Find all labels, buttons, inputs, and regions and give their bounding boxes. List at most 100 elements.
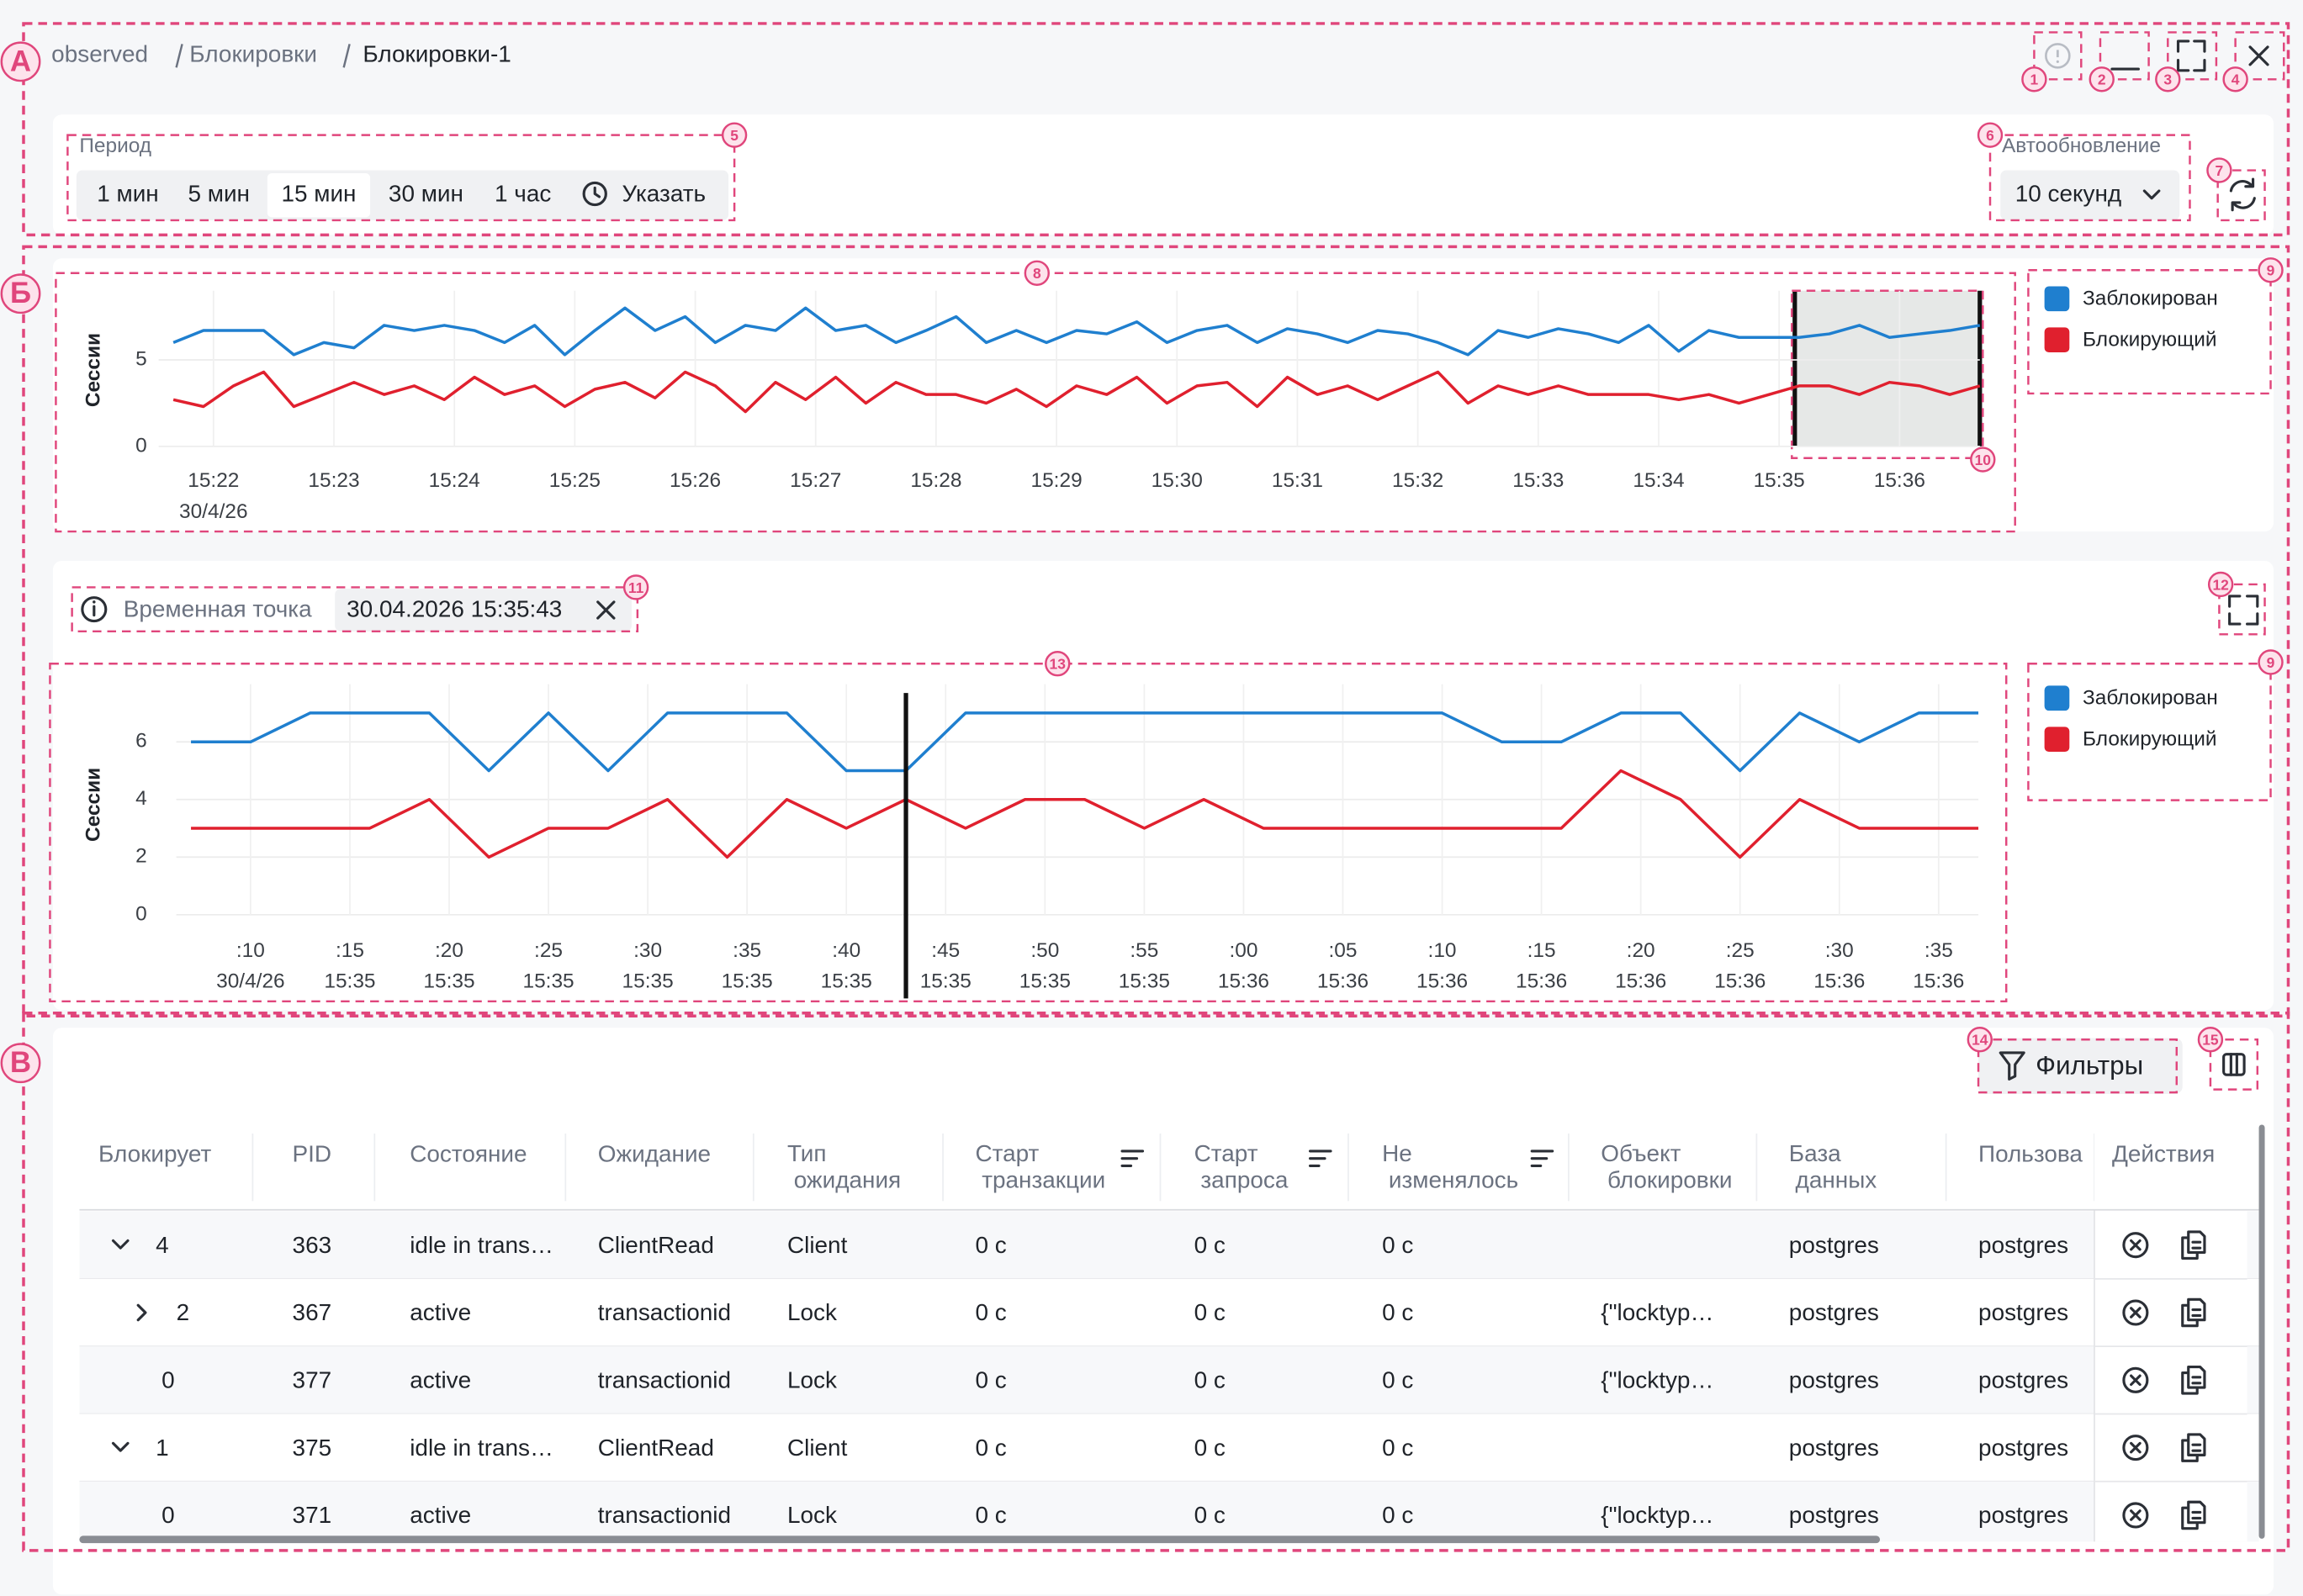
- breadcrumb[interactable]: Блокировки: [189, 41, 317, 67]
- x-tick-sublabel: 15:36: [1913, 970, 1964, 993]
- column-header[interactable]: Блокирует: [98, 1141, 211, 1167]
- x-tick-label: 15:30: [1152, 469, 1203, 492]
- refresh-button[interactable]: [2219, 170, 2267, 220]
- x-tick-label: 15:35: [1754, 469, 1805, 492]
- cancel-icon[interactable]: [2130, 1239, 2142, 1251]
- x-tick-label: 15:36: [1874, 469, 1925, 492]
- copy-icon[interactable]: [2181, 1366, 2206, 1395]
- expand-chevron[interactable]: [136, 1303, 147, 1322]
- annotation-label: 8: [1033, 265, 1041, 282]
- close-button[interactable]: [2248, 45, 2269, 66]
- annotation-marker: [2207, 571, 2234, 598]
- x-tick-sublabel: 15:35: [722, 970, 773, 993]
- legend-label: Блокирующий: [2083, 727, 2217, 750]
- copy-icon[interactable]: [2181, 1500, 2206, 1530]
- annotation-marker: [0, 273, 41, 314]
- x-tick-label: 15:29: [1031, 469, 1083, 492]
- x-tick-sublabel: 15:35: [920, 970, 971, 993]
- period-option[interactable]: 30 мин: [389, 181, 463, 207]
- expand-chevron[interactable]: [111, 1239, 130, 1250]
- table-cell: 1: [156, 1435, 169, 1461]
- columns-button[interactable]: [2222, 1053, 2246, 1076]
- column-header[interactable]: Старт транзакции: [975, 1141, 1105, 1193]
- table-cell: Lock: [787, 1502, 837, 1528]
- table-cell: 0 с: [1194, 1232, 1226, 1258]
- table-cell: idle in trans…: [410, 1232, 553, 1258]
- v-scrollbar[interactable]: [2258, 1124, 2265, 1539]
- legend-swatch: [2044, 327, 2070, 353]
- header-line: данных: [1789, 1167, 1877, 1193]
- alert-button[interactable]: [2045, 43, 2071, 69]
- annotation-label: 5: [730, 127, 739, 144]
- filters-label[interactable]: Фильтры: [2036, 1051, 2143, 1081]
- column-header[interactable]: Не изменялось: [1382, 1141, 1518, 1193]
- x-tick-label: :15: [1527, 939, 1556, 962]
- copy-icon[interactable]: [2181, 1297, 2206, 1328]
- filters-button[interactable]: [1978, 1038, 2183, 1094]
- cancel-icon[interactable]: [2130, 1441, 2142, 1454]
- clear-timepoint[interactable]: [596, 600, 616, 620]
- sort-icon[interactable]: [1309, 1149, 1332, 1167]
- header-line: изменялось: [1382, 1167, 1518, 1193]
- period-option[interactable]: 1 мин: [97, 181, 159, 207]
- table-cell: postgres: [1789, 1299, 1879, 1325]
- cancel-icon[interactable]: [2130, 1307, 2142, 1319]
- column-header[interactable]: Пользова: [1978, 1141, 2083, 1167]
- period-option[interactable]: 1 час: [495, 181, 551, 207]
- annotation-label: А: [10, 45, 31, 77]
- fullscreen-button[interactable]: [2228, 595, 2259, 626]
- cancel-icon[interactable]: [2130, 1374, 2142, 1387]
- column-header[interactable]: База данных: [1789, 1141, 1877, 1193]
- table-cell: postgres: [1978, 1299, 2068, 1325]
- header-line: запроса: [1194, 1167, 1289, 1193]
- range-selection[interactable]: [1794, 290, 1980, 447]
- copy-icon[interactable]: [2181, 1230, 2206, 1260]
- table-cell: postgres: [1978, 1232, 2068, 1258]
- table-cell: ClientRead: [598, 1232, 714, 1258]
- legend-swatch: [2044, 727, 2070, 752]
- table-cell: {"locktyp…: [1601, 1299, 1713, 1325]
- expand-chevron[interactable]: [111, 1441, 130, 1452]
- autorefresh-select[interactable]: [2000, 170, 2180, 220]
- x-tick-label: :25: [1726, 939, 1755, 962]
- y-tick-label: 2: [135, 845, 147, 868]
- column-header[interactable]: Объект блокировки: [1601, 1141, 1732, 1193]
- x-tick-sublabel: 15:36: [1813, 970, 1865, 993]
- maximize-button[interactable]: [2176, 40, 2206, 72]
- x-tick-label: :30: [633, 939, 662, 962]
- annotation-label: 3: [2163, 71, 2172, 88]
- x-tick-sublabel: 15:36: [1615, 970, 1666, 993]
- annotation-label: 2: [2098, 71, 2106, 88]
- clock-icon: [582, 181, 607, 207]
- y-axis-title: Сессии: [82, 768, 104, 842]
- sort-icon[interactable]: [1530, 1149, 1554, 1167]
- cancel-icon[interactable]: [2122, 1366, 2149, 1393]
- cancel-icon[interactable]: [2122, 1435, 2149, 1461]
- period-option[interactable]: 15 мин: [281, 181, 356, 207]
- period-option[interactable]: Указать: [622, 181, 707, 207]
- autorefresh-value[interactable]: 10 секунд: [2015, 181, 2122, 207]
- cancel-icon[interactable]: [2130, 1509, 2142, 1521]
- column-header[interactable]: Тип ожидания: [787, 1141, 901, 1193]
- period-option[interactable]: 5 мин: [188, 181, 249, 207]
- table-cell: ClientRead: [598, 1435, 714, 1461]
- x-tick-sublabel: 15:35: [324, 970, 375, 993]
- copy-icon[interactable]: [2181, 1433, 2206, 1462]
- breadcrumb[interactable]: observed: [51, 41, 148, 67]
- cancel-icon[interactable]: [2122, 1232, 2149, 1259]
- annotation-marker: [1970, 447, 1996, 473]
- table-cell: active: [410, 1502, 471, 1528]
- column-header[interactable]: Ожидание: [598, 1141, 711, 1167]
- cancel-icon[interactable]: [2122, 1299, 2149, 1326]
- column-header[interactable]: PID: [293, 1141, 332, 1167]
- h-scrollbar[interactable]: [79, 1535, 1881, 1544]
- period-segmented: [76, 170, 729, 220]
- table-cell: 0 с: [975, 1502, 1006, 1528]
- breadcrumb-separator: [342, 44, 351, 68]
- column-header[interactable]: Старт запроса: [1194, 1141, 1289, 1193]
- column-header[interactable]: Состояние: [410, 1141, 527, 1167]
- cancel-icon[interactable]: [2122, 1502, 2149, 1529]
- x-tick-sublabel: 15:36: [1416, 970, 1468, 993]
- sort-icon[interactable]: [1120, 1149, 1145, 1167]
- table-cell: Lock: [787, 1366, 837, 1393]
